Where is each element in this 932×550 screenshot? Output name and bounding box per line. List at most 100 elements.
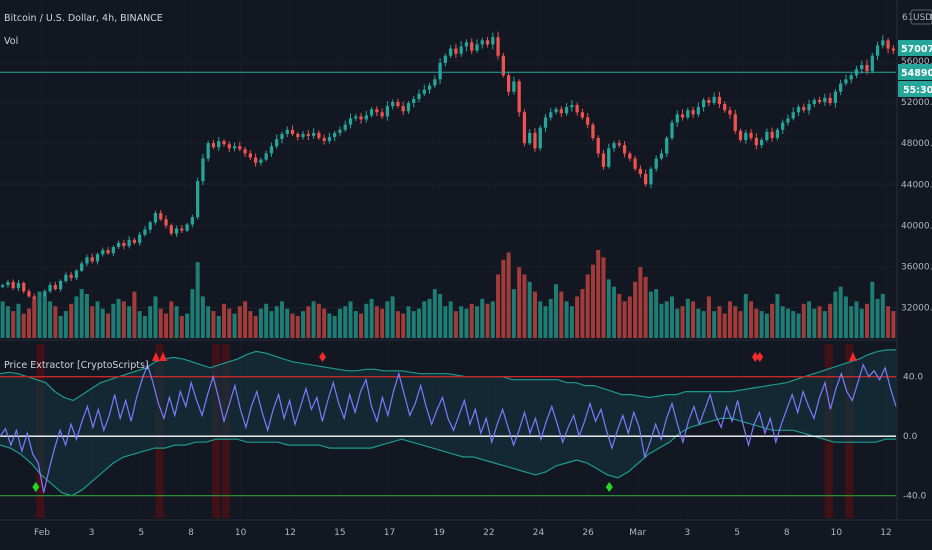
volume-bar xyxy=(53,306,58,338)
time-tick-label: 12 xyxy=(285,528,296,538)
candle-body xyxy=(201,158,205,182)
candle-body xyxy=(522,112,527,144)
volume-bar xyxy=(448,301,453,338)
volume-bar xyxy=(316,303,321,338)
volume-bar xyxy=(696,308,701,338)
candle-body xyxy=(564,107,569,114)
volume-bar xyxy=(174,306,179,338)
volume-bar xyxy=(37,291,42,338)
volume-bar xyxy=(822,311,827,338)
candle-body xyxy=(654,158,658,169)
volume-bar xyxy=(859,308,864,338)
volume-bar xyxy=(764,313,769,338)
diamond-marker xyxy=(319,352,327,362)
candle-body xyxy=(164,219,168,226)
candle-body xyxy=(90,257,94,262)
volume-bar xyxy=(142,316,147,338)
volume-bar xyxy=(106,313,111,338)
volume-bar xyxy=(680,306,685,338)
volume-bar xyxy=(127,306,132,338)
candle-body xyxy=(232,146,237,149)
candle-body xyxy=(95,254,100,262)
volume-bar xyxy=(807,301,812,338)
volume-bar xyxy=(221,303,227,338)
candle-body xyxy=(433,79,437,86)
countdown-badge xyxy=(898,81,932,97)
candle-body xyxy=(264,153,268,160)
oscillator-tick-label: 0.0 xyxy=(903,432,918,442)
candle-body xyxy=(85,257,89,264)
oscillator-pane[interactable]: Price Extractor [CryptoScripts] xyxy=(0,344,897,518)
candle-body xyxy=(833,91,838,104)
candle-body xyxy=(870,55,874,72)
time-axis[interactable]: Feb 3 5 8 10 12 15 17 19 22 24 26 Mar 3 5 8 10 12 xyxy=(0,519,932,538)
price-tick-label: 32000.00 xyxy=(901,304,932,314)
volume-bar xyxy=(506,252,511,338)
candle-body xyxy=(781,122,785,130)
price-axis[interactable]: 32000.00 36000.00 40000.00 44000.00 48000.00… xyxy=(896,0,932,520)
volume-bar xyxy=(369,298,374,338)
volume-bar xyxy=(743,294,748,338)
volume-bar xyxy=(395,311,400,338)
diamond-marker xyxy=(605,482,613,492)
volume-bar xyxy=(153,296,158,338)
candle-body xyxy=(501,55,505,76)
volume-bar xyxy=(111,303,116,338)
candle-body xyxy=(185,224,189,231)
candle-body xyxy=(348,118,353,125)
time-tick-label: 3 xyxy=(685,528,691,538)
volume-bar xyxy=(417,308,422,338)
candle-body xyxy=(554,109,558,113)
candle-body xyxy=(211,143,216,148)
candle-body xyxy=(333,132,337,137)
candle-body xyxy=(881,40,885,46)
candle-body xyxy=(680,114,685,118)
gear-icon[interactable]: ⚙ xyxy=(929,13,932,23)
candle-body xyxy=(549,112,553,118)
candle-body xyxy=(459,46,463,54)
volume-bar xyxy=(158,308,163,338)
candle-body xyxy=(385,106,390,117)
time-tick-label: 8 xyxy=(784,528,790,538)
volume-bar xyxy=(880,294,885,338)
price-pane[interactable]: Bitcoin / U.S. Dollar, 4h, BINANCE Vol xyxy=(0,0,896,518)
volume-bar xyxy=(79,289,84,338)
volume-bar xyxy=(590,264,595,338)
candle-body xyxy=(796,107,801,113)
volume-bar xyxy=(638,267,643,338)
axis-controls: 61 USD ⚙ xyxy=(902,9,932,25)
candle-body xyxy=(686,110,690,118)
band-fill xyxy=(0,349,896,496)
candle-body xyxy=(517,81,521,113)
candle-body xyxy=(11,282,15,289)
volume-bar xyxy=(580,289,585,338)
volume-bar xyxy=(84,294,89,338)
time-tick-label: 8 xyxy=(188,528,194,538)
candle-body xyxy=(106,250,110,254)
candle-body xyxy=(285,129,289,134)
volume-bar xyxy=(380,308,385,338)
candle-body xyxy=(80,263,84,271)
candlestick-series xyxy=(1,31,895,307)
candle-body xyxy=(712,96,716,104)
volume-series xyxy=(0,250,896,338)
volume-bar xyxy=(306,306,311,338)
volume-bar xyxy=(833,291,838,338)
candle-body xyxy=(865,64,869,72)
currency-button[interactable] xyxy=(910,9,932,25)
volume-bar xyxy=(659,303,664,338)
volume-bar xyxy=(148,306,153,338)
lower-band-line xyxy=(0,417,896,497)
candle-body xyxy=(227,144,231,149)
candle-body xyxy=(612,143,616,149)
volume-bar xyxy=(838,286,843,338)
volume-bar xyxy=(232,313,237,338)
candle-body xyxy=(839,83,843,92)
candle-body xyxy=(586,117,590,125)
volume-bar xyxy=(601,257,606,338)
candle-body xyxy=(886,40,890,49)
volume-bar xyxy=(453,311,458,338)
volume-bar xyxy=(596,250,601,338)
volume-bar xyxy=(569,306,574,338)
